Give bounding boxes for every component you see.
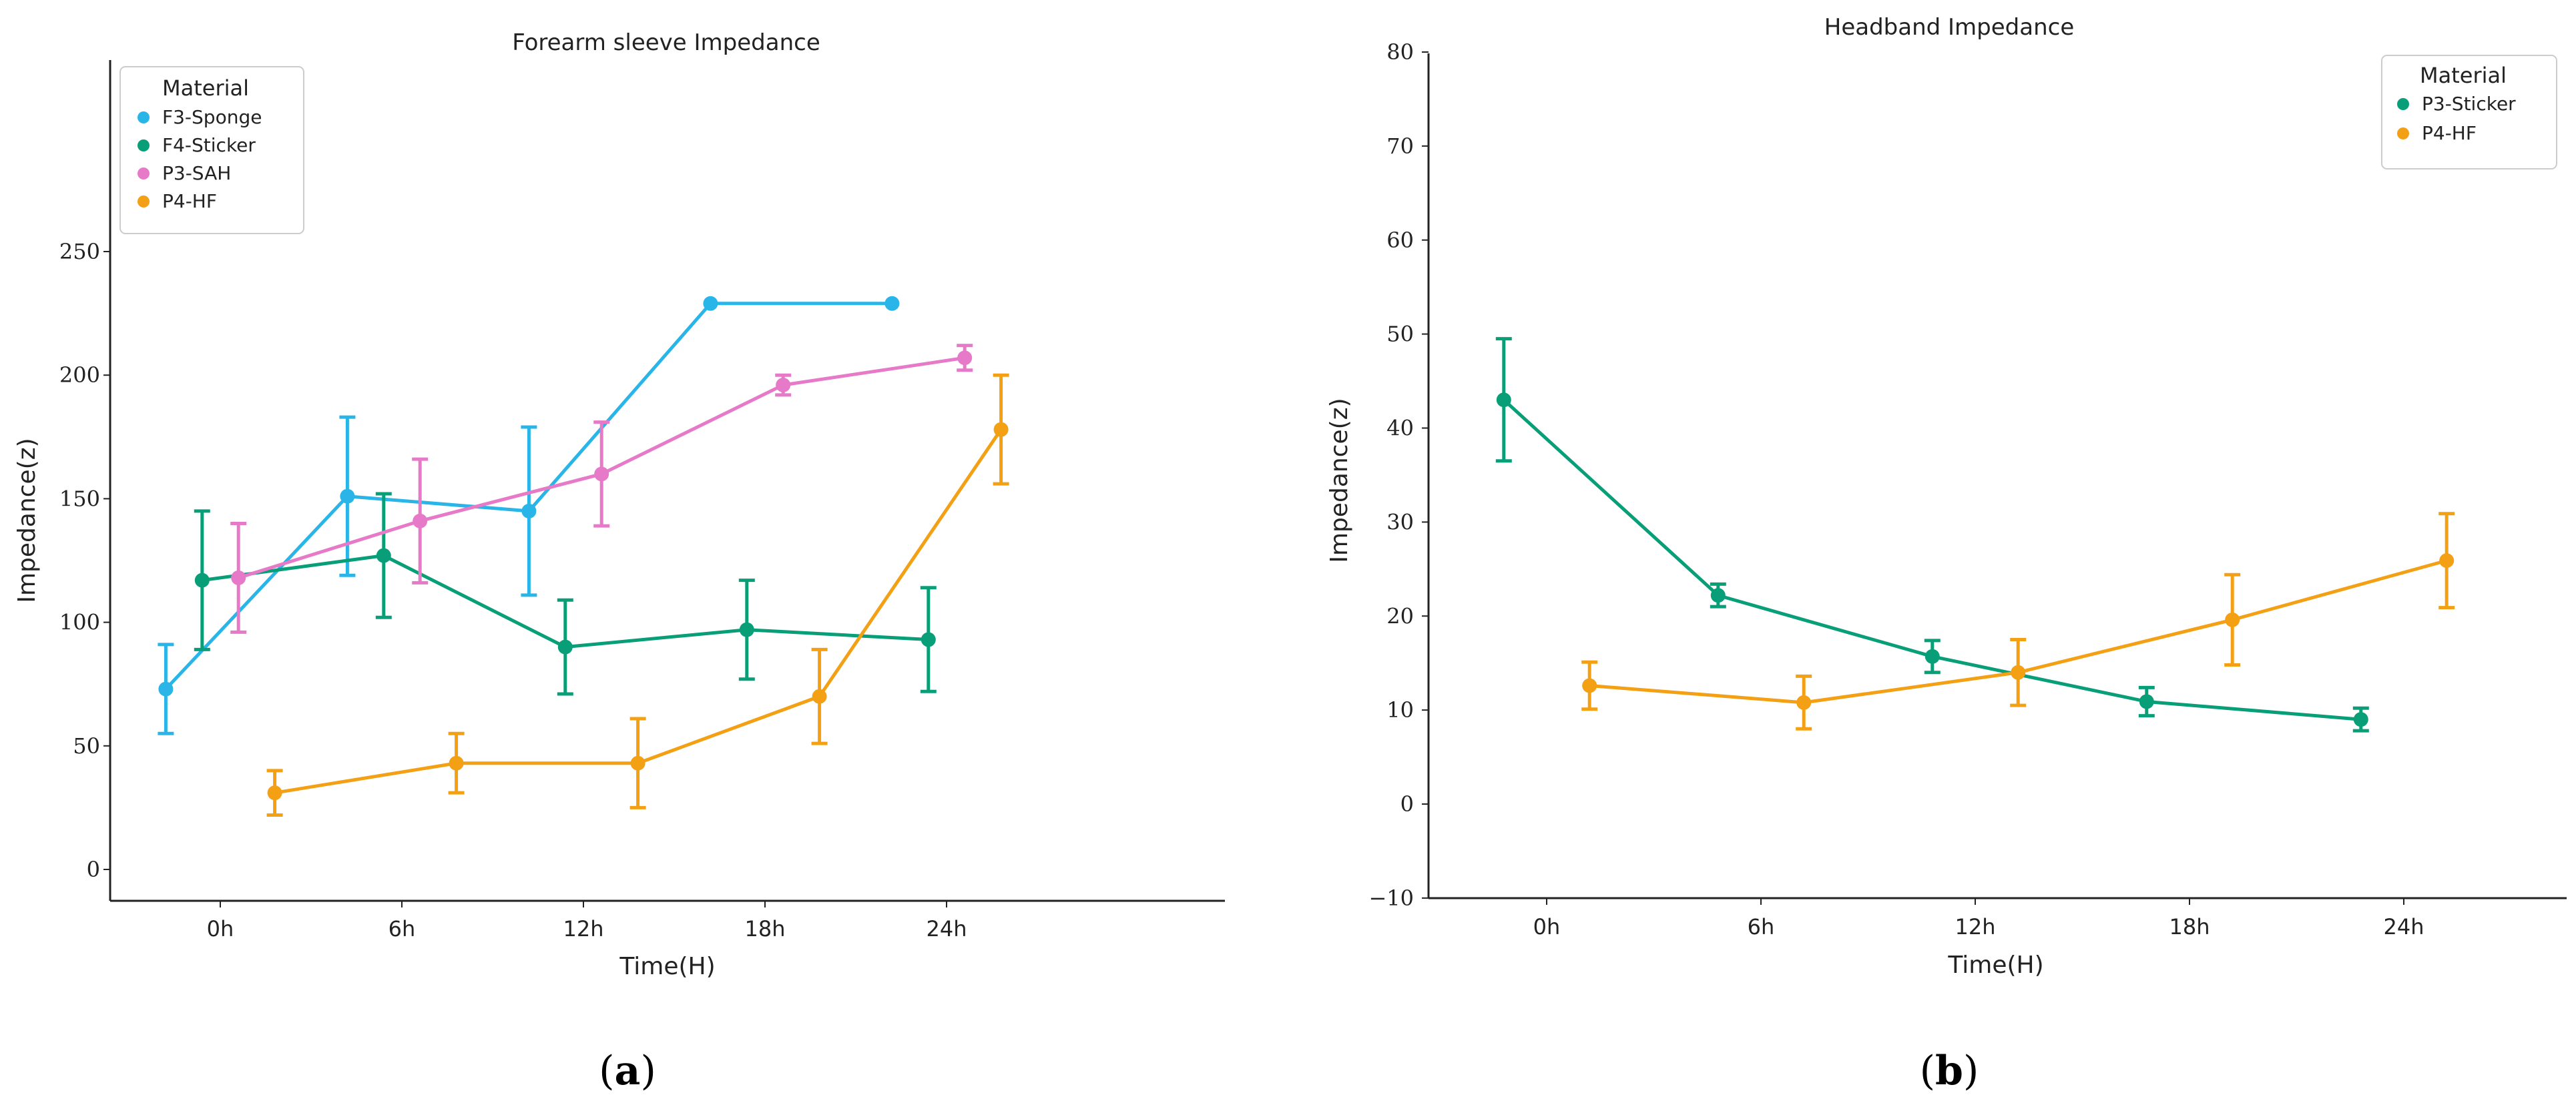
chart-b-title: Headband Impedance — [1824, 14, 2074, 41]
chart-a-ytick-label: 250 — [59, 239, 100, 264]
chart-a-xtick-label: 6h — [389, 916, 416, 942]
chart-b-xtick-label: 18h — [2169, 914, 2210, 940]
chart-a-xtick-label: 18h — [745, 916, 786, 942]
series-f4-sticker — [194, 492, 937, 696]
series-f3-sponge — [158, 296, 900, 735]
chart-b-legend-title: Material — [2420, 63, 2507, 88]
chart-a-legend: Material F3-Sponge F4-Sticker P3-SAH P4-HF — [119, 66, 304, 234]
data-point — [194, 573, 210, 588]
data-point — [521, 503, 537, 518]
chart-b-ytick-label: 30 — [1386, 509, 1414, 534]
chart-b-ytick-label: −10 — [1368, 885, 1414, 911]
data-point — [739, 622, 754, 637]
data-point — [957, 350, 973, 366]
panel-label-b: (b) — [1920, 1048, 1979, 1094]
headband-chart: Headband Impedance Impedance(z) Time(H) … — [1326, 14, 2567, 979]
data-point — [2011, 665, 2026, 680]
chart-a-xlabel: Time(H) — [619, 953, 715, 980]
data-point — [2439, 553, 2455, 569]
data-point — [812, 689, 827, 704]
data-point — [413, 513, 428, 528]
data-point — [1710, 588, 1726, 603]
chart-a-xtick-label: 0h — [207, 916, 234, 942]
chart-a-title: Forearm sleeve Impedance — [512, 29, 820, 56]
legend-marker — [138, 111, 150, 123]
chart-b-ytick-label: 10 — [1386, 697, 1414, 723]
chart-a-xtick-label: 12h — [563, 916, 604, 942]
data-point — [594, 466, 609, 482]
legend-marker — [138, 167, 150, 179]
data-point — [449, 755, 464, 771]
data-point — [340, 488, 355, 504]
data-point — [1924, 649, 1940, 664]
chart-a-ylabel: Impedance(z) — [13, 438, 41, 603]
data-point — [776, 378, 791, 393]
series-p4-hf — [266, 373, 1009, 817]
data-point — [2353, 712, 2368, 727]
series-p4-hf — [1581, 512, 2455, 731]
chart-b-ytick-label: 50 — [1386, 322, 1414, 347]
data-point — [2139, 694, 2154, 709]
chart-a-ytick-label: 0 — [87, 857, 100, 882]
data-point — [267, 785, 282, 801]
chart-a-plot-area: 0 50 100 150 200 250 0h 6h 12h 18h 24h — [59, 239, 967, 942]
data-point — [557, 639, 573, 655]
chart-b-xtick-label: 6h — [1748, 914, 1775, 940]
legend-label: F4-Sticker — [162, 134, 256, 156]
chart-b-xtick-label: 12h — [1955, 914, 1996, 940]
chart-b-ytick-label: 70 — [1386, 133, 1414, 159]
chart-a-ytick-label: 50 — [73, 733, 100, 759]
data-point — [630, 755, 646, 771]
data-point — [1796, 695, 1812, 710]
series-p3-sah — [230, 344, 973, 634]
chart-b-ytick-label: 0 — [1400, 791, 1414, 817]
legend-marker — [2397, 127, 2409, 139]
chart-b-plot-area: −10 0 10 20 30 40 50 60 70 80 0h 6h 12h 18h 24h — [1368, 39, 2424, 940]
data-point — [1582, 678, 1597, 693]
data-point — [921, 632, 936, 647]
panel-label-a: (a) — [599, 1048, 656, 1094]
chart-b-ytick-label: 40 — [1386, 416, 1414, 441]
legend-marker — [138, 139, 150, 151]
legend-marker — [2397, 98, 2409, 110]
chart-a-ytick-label: 200 — [59, 362, 100, 388]
chart-a-xtick-label: 24h — [927, 916, 967, 942]
data-point — [231, 570, 246, 585]
data-point — [703, 296, 718, 311]
chart-b-legend-box — [2381, 55, 2557, 169]
data-point — [2225, 612, 2240, 627]
chart-b-legend: Material P3-Sticker P4-HF — [2381, 55, 2557, 169]
chart-b-xtick-label: 24h — [2384, 914, 2424, 940]
chart-a-legend-title: Material — [162, 75, 249, 101]
chart-a-series — [158, 296, 1009, 817]
series-p3-sticker — [1495, 337, 2369, 733]
data-point — [884, 296, 900, 311]
chart-a-legend-box — [119, 66, 304, 234]
data-point — [158, 681, 174, 697]
data-point — [1496, 392, 1511, 408]
data-point — [376, 548, 391, 563]
legend-label: F3-Sponge — [162, 106, 262, 128]
chart-b-ylabel: Impedance(z) — [1326, 398, 1353, 563]
legend-label: P3-Sticker — [2422, 93, 2516, 115]
chart-b-xlabel: Time(H) — [1947, 952, 2043, 979]
chart-a-ytick-label: 150 — [59, 486, 100, 511]
data-point — [993, 422, 1009, 437]
chart-b-ytick-label: 20 — [1386, 603, 1414, 629]
legend-label: P4-HF — [162, 190, 217, 212]
chart-a-ytick-label: 100 — [59, 610, 100, 635]
chart-b-xtick-label: 0h — [1533, 914, 1561, 940]
forearm-sleeve-chart: Forearm sleeve Impedance Impedance(z) Ti… — [13, 29, 1225, 980]
legend-label: P3-SAH — [162, 162, 231, 184]
legend-label: P4-HF — [2422, 122, 2477, 144]
legend-marker — [138, 196, 150, 208]
chart-b-ytick-label: 60 — [1386, 228, 1414, 253]
chart-b-ytick-label: 80 — [1386, 39, 1414, 65]
chart-b-series — [1495, 337, 2455, 733]
